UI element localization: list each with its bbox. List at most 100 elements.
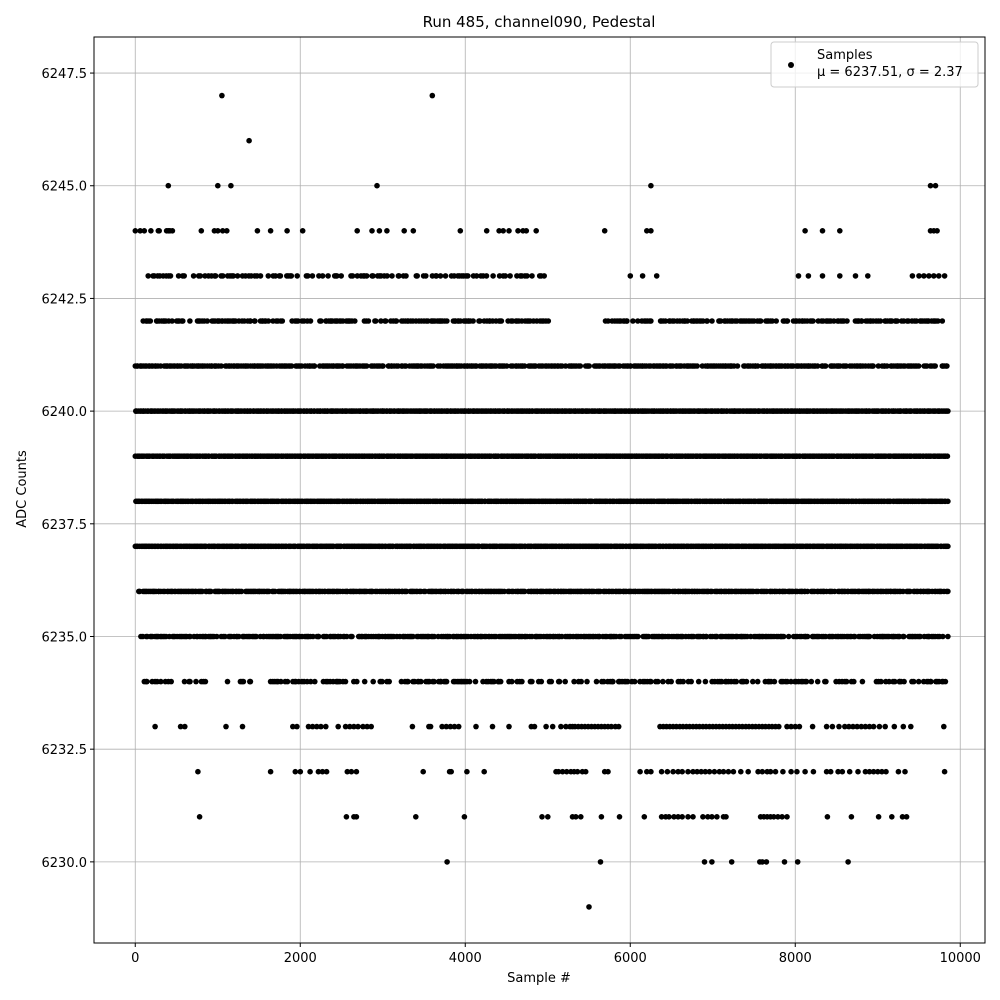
- data-point: [224, 678, 231, 685]
- chart-title: Run 485, channel090, Pedestal: [423, 13, 656, 31]
- data-point: [370, 678, 377, 685]
- data-point: [644, 768, 650, 775]
- data-point: [437, 273, 444, 279]
- data-point: [284, 228, 290, 234]
- data-point: [684, 318, 691, 324]
- data-point: [637, 768, 643, 775]
- data-point: [754, 363, 761, 369]
- data-point: [823, 723, 830, 730]
- data-point: [875, 768, 881, 775]
- data-point: [610, 678, 616, 685]
- data-point: [866, 723, 873, 730]
- data-point: [563, 768, 570, 775]
- data-point: [202, 678, 209, 685]
- x-tick-label: 10000: [940, 951, 981, 966]
- data-point: [877, 318, 884, 324]
- data-point: [323, 723, 329, 730]
- data-point: [810, 768, 817, 775]
- data-point: [483, 228, 490, 234]
- data-point: [349, 273, 356, 279]
- data-point: [845, 859, 851, 865]
- data-point: [934, 228, 940, 234]
- data-point: [168, 678, 174, 685]
- data-point: [926, 273, 932, 279]
- data-point: [208, 588, 214, 595]
- data-point: [548, 678, 555, 685]
- data-point: [709, 859, 715, 865]
- data-point: [230, 273, 237, 279]
- data-point: [668, 678, 674, 685]
- data-point: [875, 814, 882, 820]
- data-point: [785, 633, 792, 640]
- data-point: [895, 768, 902, 775]
- data-point: [754, 678, 761, 685]
- data-point: [521, 588, 528, 595]
- data-point: [804, 633, 811, 640]
- data-point: [780, 768, 786, 775]
- data-point: [427, 723, 434, 730]
- data-point: [299, 228, 306, 234]
- data-point: [705, 814, 711, 820]
- data-point: [410, 633, 416, 640]
- data-point: [240, 678, 247, 685]
- data-point: [372, 318, 379, 324]
- data-point: [265, 318, 272, 324]
- data-point: [541, 273, 547, 279]
- data-point: [809, 723, 816, 730]
- data-point: [878, 678, 884, 685]
- data-point: [616, 814, 623, 820]
- data-point: [145, 273, 151, 279]
- data-point: [927, 182, 934, 189]
- data-point: [605, 318, 611, 324]
- data-point: [312, 678, 318, 685]
- data-point: [288, 273, 295, 279]
- data-point: [675, 768, 681, 775]
- data-point: [361, 678, 368, 685]
- data-point: [582, 768, 589, 775]
- data-point: [843, 678, 850, 685]
- data-point: [706, 768, 713, 775]
- data-point: [500, 228, 507, 234]
- data-point: [655, 678, 661, 685]
- data-point: [355, 723, 361, 730]
- data-point: [247, 678, 254, 685]
- data-point: [368, 723, 375, 730]
- data-point: [562, 678, 568, 685]
- data-point: [653, 273, 660, 279]
- data-point: [363, 363, 370, 369]
- data-point: [533, 228, 539, 234]
- data-point: [846, 723, 852, 730]
- data-point: [577, 363, 584, 369]
- data-point: [597, 859, 604, 865]
- legend: Samples μ = 6237.51, σ = 2.37: [770, 41, 979, 88]
- data-point: [624, 318, 630, 324]
- data-point: [413, 814, 419, 820]
- x-tick-label: 4000: [449, 951, 482, 966]
- data-point: [901, 633, 907, 640]
- data-point: [504, 363, 510, 369]
- data-point: [703, 633, 710, 640]
- data-point: [593, 678, 600, 685]
- data-point: [916, 273, 922, 279]
- data-point: [870, 363, 876, 369]
- data-point: [679, 768, 685, 775]
- data-point: [347, 723, 353, 730]
- data-point: [323, 768, 330, 775]
- data-point: [601, 678, 607, 685]
- data-point: [794, 859, 801, 865]
- data-point: [788, 723, 794, 730]
- data-point: [848, 814, 855, 820]
- data-point: [755, 768, 761, 775]
- data-point: [294, 273, 301, 279]
- data-point: [837, 228, 843, 234]
- data-point: [578, 814, 584, 820]
- data-point: [792, 723, 799, 730]
- legend-box: [770, 41, 979, 88]
- data-point: [277, 273, 284, 279]
- data-point: [451, 723, 458, 730]
- data-point: [137, 228, 143, 234]
- data-point: [641, 814, 648, 820]
- legend-series-name: Samples: [817, 48, 873, 63]
- data-point: [942, 678, 949, 685]
- data-point: [574, 768, 581, 775]
